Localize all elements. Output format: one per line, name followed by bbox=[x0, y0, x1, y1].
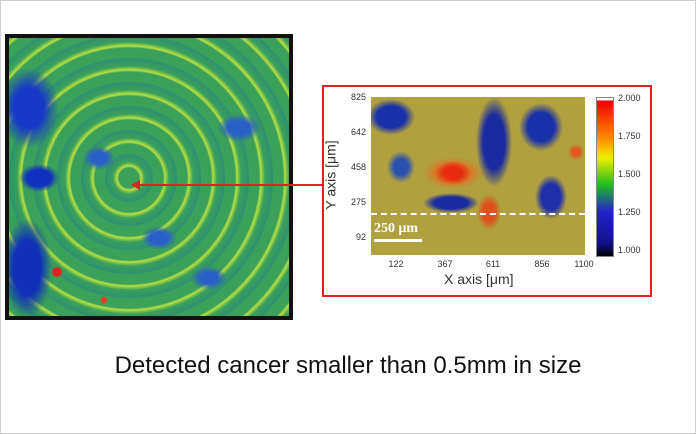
x-tick: 1100 bbox=[574, 259, 594, 269]
x-tick: 611 bbox=[485, 259, 501, 269]
y-tick: 642 bbox=[350, 127, 366, 137]
y-tick: 458 bbox=[350, 162, 366, 172]
colorbar-tick: 1.500 bbox=[618, 169, 641, 179]
y-tick: 825 bbox=[350, 92, 366, 102]
x-tick: 122 bbox=[388, 259, 404, 269]
colorbar-tick: 1.250 bbox=[618, 207, 641, 217]
scale-bar-label: 250 μm bbox=[374, 221, 419, 236]
y-tick: 92 bbox=[355, 232, 366, 242]
colorbar-tick: 2.000 bbox=[618, 93, 641, 103]
x-tick: 856 bbox=[534, 259, 550, 269]
scale-bar bbox=[374, 239, 422, 242]
colorbar bbox=[596, 97, 614, 257]
colorbar-tick: 1.750 bbox=[618, 131, 641, 141]
x-tick: 367 bbox=[437, 259, 453, 269]
y-axis-label: Y axis [μm] bbox=[322, 140, 339, 210]
colorbar-tick: 1.000 bbox=[618, 245, 641, 255]
x-axis-label: X axis [μm] bbox=[444, 271, 514, 287]
caption: Detected cancer smaller than 0.5mm in si… bbox=[114, 352, 582, 379]
dashed-line bbox=[371, 213, 585, 215]
tissue-image bbox=[5, 34, 293, 320]
zoomed-heatmap-panel: 250 μm 825 642 458 275 92 122 367 611 85… bbox=[322, 85, 652, 297]
pointer-arrow bbox=[135, 184, 325, 186]
heatmap-image bbox=[371, 97, 585, 255]
y-tick: 275 bbox=[350, 197, 366, 207]
